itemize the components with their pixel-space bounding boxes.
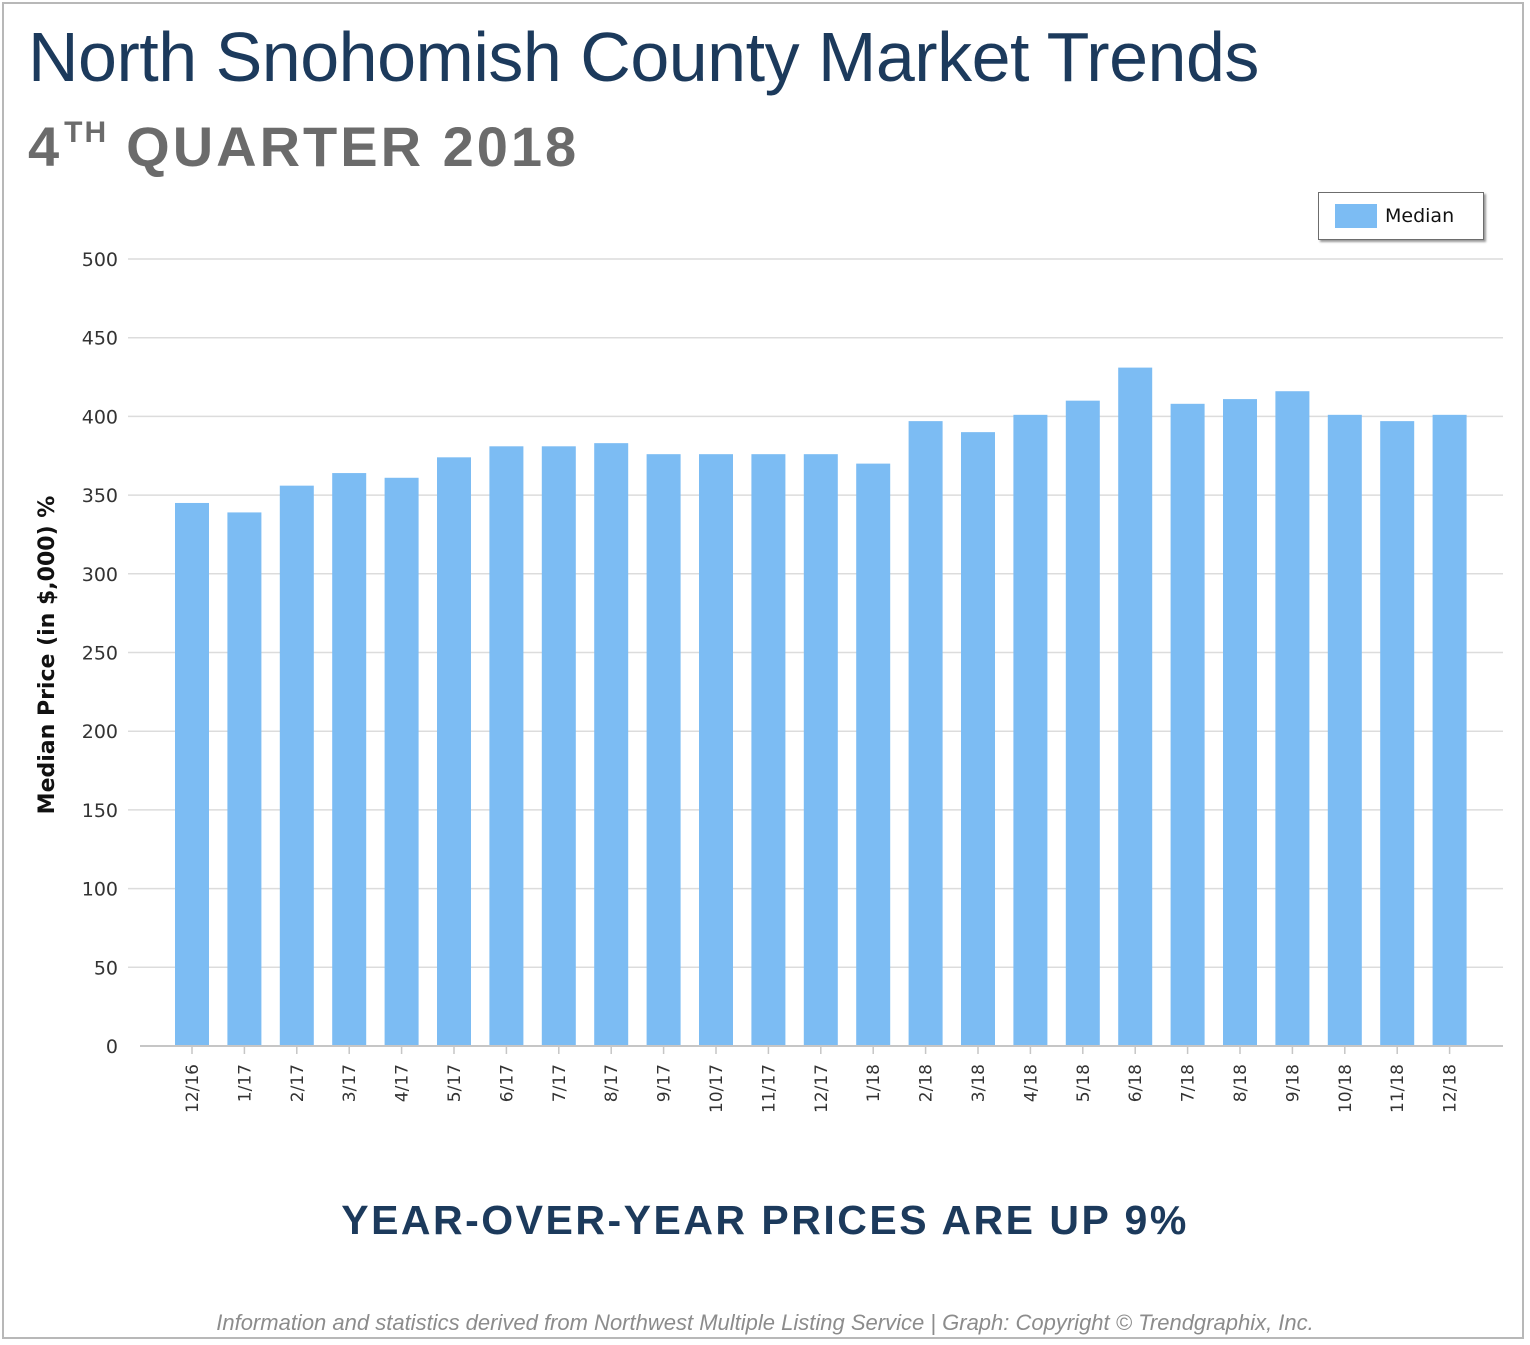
bar-9-17	[646, 454, 681, 1046]
bar-2-18	[908, 421, 943, 1046]
x-tick-label: 8/17	[602, 1064, 622, 1102]
bar-11-18	[1380, 421, 1415, 1046]
x-tick-label: 4/17	[393, 1064, 413, 1102]
bar-9-18	[1275, 391, 1310, 1046]
median-price-bar-chart: 0 50 100 150 200 250 300 350 400 450 500 12/16 1/17…	[35, 249, 1503, 1113]
x-tick-label: 3/17	[340, 1064, 360, 1102]
quarter-subtitle: 4TH QUARTER 2018	[28, 118, 579, 175]
bar-1-18	[856, 463, 891, 1046]
x-tick-label: 9/18	[1283, 1064, 1303, 1102]
x-tick-label: 12/17	[812, 1064, 832, 1113]
bar-6-18	[1118, 367, 1153, 1047]
x-tick-label: 12/18	[1441, 1064, 1461, 1113]
x-tick-label: 3/18	[969, 1064, 989, 1102]
bar-5-18	[1065, 400, 1100, 1046]
bar-8-18	[1223, 399, 1257, 1046]
bar-12-16	[175, 502, 209, 1047]
bar-12-18	[1432, 414, 1467, 1046]
quarter-suffix: TH	[64, 116, 109, 149]
bar-3-18	[961, 432, 995, 1046]
quarter-number: 4	[28, 115, 63, 178]
bar-10-18	[1327, 414, 1362, 1046]
bar-4-18	[1013, 414, 1048, 1046]
y-tick-labels: 0 50 100 150 200 250 300 350 400 450 500	[82, 249, 118, 1058]
x-tick-label: 5/17	[445, 1064, 465, 1102]
x-tick-label: 8/18	[1231, 1064, 1251, 1102]
bar-1-17	[227, 512, 262, 1046]
x-tick-label: 9/17	[655, 1064, 675, 1102]
y-tick-label: 500	[82, 249, 118, 271]
page-title: North Snohomish County Market Trends	[28, 18, 1259, 96]
quarter-text: QUARTER 2018	[126, 115, 580, 178]
bar-10-17	[699, 454, 733, 1046]
y-tick-label: 250	[82, 643, 118, 665]
y-axis-title: Median Price (in $,000) %	[35, 496, 60, 815]
x-tick-labels: 12/16 1/17 2/17 3/17 4/17 5/17 6/17 7/17 8/17 9/1…	[183, 1064, 1461, 1113]
x-tick-label: 7/17	[550, 1064, 570, 1102]
bar-8-17	[594, 443, 629, 1047]
x-tick-label: 10/17	[707, 1064, 727, 1113]
chart-legend: Median	[1318, 192, 1484, 240]
bar-4-17	[384, 477, 419, 1046]
bars	[175, 367, 1467, 1047]
x-tick-label: 1/18	[864, 1064, 884, 1102]
y-tick-label: 300	[82, 564, 118, 586]
source-footer: Information and statistics derived from …	[216, 1310, 1314, 1335]
x-tick-label: 11/17	[759, 1064, 779, 1113]
bar-7-18	[1170, 403, 1205, 1047]
bar-7-17	[541, 446, 576, 1046]
yoy-headline: YEAR-OVER-YEAR PRICES ARE UP 9%	[341, 1197, 1189, 1243]
legend-label-median: Median	[1385, 205, 1455, 227]
y-tick-label: 200	[82, 721, 118, 743]
x-tick-label: 6/18	[1126, 1064, 1146, 1102]
x-tick-label: 4/18	[1021, 1064, 1041, 1102]
y-tick-label: 0	[106, 1036, 118, 1058]
x-tick-label: 12/16	[183, 1064, 203, 1113]
x-tick-label: 2/17	[288, 1064, 308, 1102]
x-tick-label: 7/18	[1179, 1064, 1199, 1102]
x-tick-label: 2/18	[917, 1064, 937, 1102]
x-tick-label: 11/18	[1388, 1064, 1408, 1113]
y-tick-label: 100	[82, 879, 118, 901]
y-tick-label: 150	[82, 800, 118, 822]
y-tick-label: 400	[82, 406, 118, 428]
y-tick-label: 450	[82, 328, 118, 350]
bar-3-17	[332, 473, 367, 1047]
bar-12-17	[803, 454, 838, 1046]
y-tick-label: 350	[82, 485, 118, 507]
bar-11-17	[751, 454, 786, 1046]
legend-swatch-median	[1335, 204, 1377, 228]
x-tick-label: 6/17	[497, 1064, 517, 1102]
x-tick-label: 10/18	[1336, 1064, 1356, 1113]
x-tick-label: 1/17	[235, 1064, 255, 1102]
bar-6-17	[489, 446, 524, 1046]
x-tick-label: 5/18	[1074, 1064, 1094, 1102]
bar-5-17	[437, 457, 471, 1047]
axes	[140, 1045, 1503, 1054]
bar-2-17	[279, 485, 314, 1046]
y-tick-label: 50	[94, 957, 118, 979]
